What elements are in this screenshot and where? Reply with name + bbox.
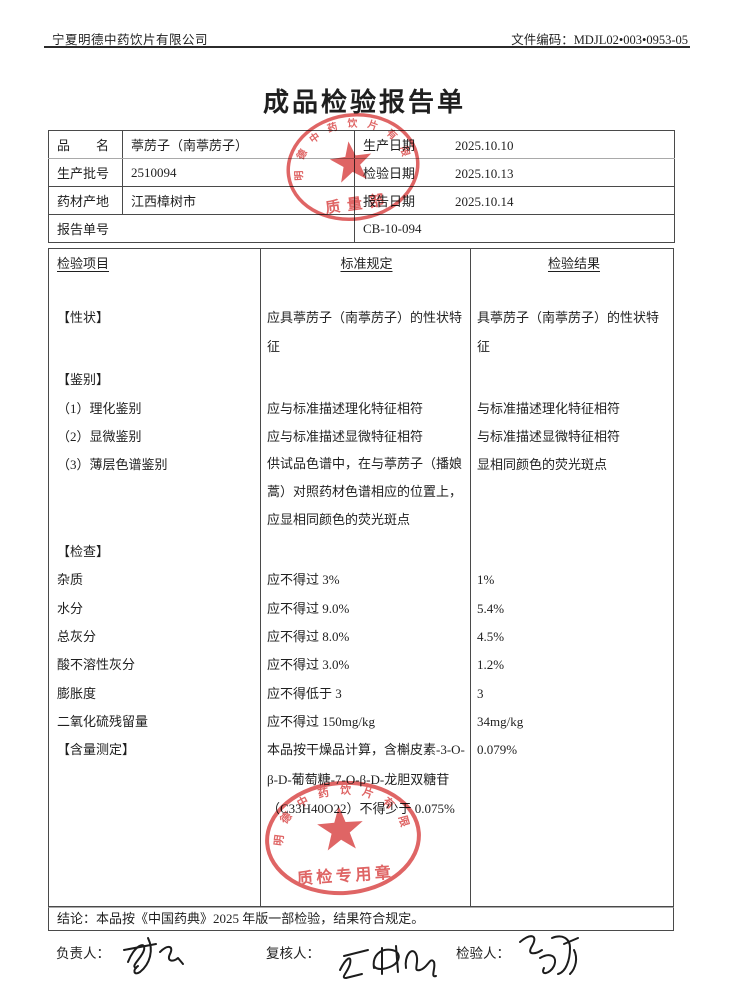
- batch-value: 2510094: [122, 158, 355, 187]
- inspection-date-label: 检验日期: [363, 166, 416, 181]
- table-row: 药材产地 江西樟树市 报告日期 2025.10.14: [48, 186, 675, 215]
- responsible-label: 负责人：: [56, 946, 110, 961]
- report-date-value: 2025.10.14: [455, 194, 514, 209]
- table-cell-item: （1）理化鉴别: [57, 401, 142, 416]
- table-cell-standard: 应不得过 8.0%: [267, 629, 350, 644]
- table-cell-item: 水分: [57, 601, 84, 616]
- origin-label: 药材产地: [48, 186, 123, 215]
- reviewer-label: 复核人：: [266, 946, 320, 961]
- table-cell-result: 5.4%: [477, 601, 505, 616]
- table-cell-standard: 本品按干燥品计算，含槲皮素-3-O-β-D-葡萄糖-7-O-β-D-龙胆双糖苷（…: [267, 742, 465, 816]
- table-cell-result: 与标准描述显微特征相符: [477, 429, 621, 444]
- inspector-signature: [519, 935, 579, 975]
- column-header-result: 检验结果: [547, 256, 600, 271]
- inspection-date-cell: 检验日期 2025.10.13: [354, 158, 675, 187]
- inspection-table: 检验项目 标准规定 检验结果 【性状】 应具葶苈子（南葶苈子）的性状特征 具葶苈…: [48, 248, 674, 907]
- origin-value: 江西樟树市: [122, 186, 355, 215]
- table-cell-result: 3: [477, 686, 484, 701]
- table-cell-result: 0.079%: [477, 742, 518, 757]
- table-cell-result: 显相同颜色的荧光斑点: [477, 457, 608, 472]
- batch-label: 生产批号: [48, 158, 123, 187]
- table-cell-standard: 应不得过 3%: [267, 572, 340, 587]
- column-divider: [470, 249, 471, 906]
- production-date-cell: 生产日期 2025.10.10: [354, 130, 675, 159]
- document-code: 文件编码：MDJL02•003•0953-05: [511, 33, 688, 47]
- responsible-signature: [123, 937, 184, 975]
- table-cell-standard: 应与标准描述显微特征相符: [267, 429, 424, 444]
- table-cell-item: 【检查】: [57, 544, 110, 559]
- conclusion-box: 结论：本品按《中国药典》2025 年版一部检验，结果符合规定。: [48, 907, 674, 931]
- table-row: 报告单号 CB-10-094: [48, 214, 675, 243]
- product-name-label: 品 名: [48, 130, 123, 159]
- table-cell-item: 酸不溶性灰分: [57, 657, 136, 672]
- info-table: 品 名 葶苈子（南葶苈子） 生产日期 2025.10.10 生产批号 251009…: [48, 130, 675, 243]
- header-divider: [44, 46, 690, 48]
- table-cell-standard: 应不得过 3.0%: [267, 657, 350, 672]
- table-cell-item: 总灰分: [57, 629, 97, 644]
- column-header-standard: 标准规定: [340, 256, 393, 271]
- table-cell-item: 【鉴别】: [57, 372, 110, 387]
- table-cell-standard: 应不得低于 3: [267, 686, 342, 701]
- report-date-cell: 报告日期 2025.10.14: [354, 186, 675, 215]
- table-row: 生产批号 2510094 检验日期 2025.10.13: [48, 158, 675, 187]
- table-cell-item: （2）显微鉴别: [57, 429, 142, 444]
- table-cell-standard: 应具葶苈子（南葶苈子）的性状特征: [267, 310, 463, 354]
- table-cell-item: 膨胀度: [57, 686, 97, 701]
- column-divider: [260, 249, 261, 906]
- table-cell-result: 具葶苈子（南葶苈子）的性状特征: [477, 310, 660, 354]
- table-cell-standard: 供试品色谱中，在与葶苈子（播娘蒿）对照药材色谱相应的位置上，应显相同颜色的荧光斑…: [267, 456, 463, 527]
- table-cell-standard: 应不得过 9.0%: [267, 601, 350, 616]
- table-cell-item: （3）薄层色谱鉴别: [57, 457, 168, 472]
- table-cell-result: 4.5%: [477, 629, 505, 644]
- table-cell-item: 【含量测定】: [57, 742, 136, 757]
- column-header-item: 检验项目: [57, 256, 110, 271]
- production-date-value: 2025.10.10: [455, 138, 514, 153]
- production-date-label: 生产日期: [363, 138, 416, 153]
- inspector-label: 检验人：: [456, 946, 510, 961]
- table-cell-result: 1%: [477, 572, 495, 587]
- report-no-label: 报告单号: [48, 214, 355, 243]
- conclusion-text: 结论：本品按《中国药典》2025 年版一部检验，结果符合规定。: [57, 911, 425, 926]
- table-cell-standard: 应与标准描述理化特征相符: [267, 401, 424, 416]
- company-name: 宁夏明德中药饮片有限公司: [52, 33, 209, 47]
- table-cell-standard: 应不得过 150mg/kg: [267, 714, 375, 729]
- table-cell-item: 二氧化硫残留量: [57, 714, 149, 729]
- table-cell-result: 34mg/kg: [477, 714, 524, 729]
- table-cell-item: 杂质: [57, 572, 84, 587]
- table-cell-result: 1.2%: [477, 657, 505, 672]
- table-cell-result: 与标准描述理化特征相符: [477, 401, 621, 416]
- table-row: 品 名 葶苈子（南葶苈子） 生产日期 2025.10.10: [48, 130, 675, 159]
- inspection-date-value: 2025.10.13: [455, 166, 514, 181]
- reviewer-signature: [339, 945, 437, 979]
- handwritten-signatures: [123, 935, 579, 979]
- page-title: 成品检验报告单: [262, 88, 466, 117]
- report-date-label: 报告日期: [363, 194, 416, 209]
- product-name-value: 葶苈子（南葶苈子）: [122, 130, 355, 159]
- table-cell-item: 【性状】: [57, 310, 110, 325]
- report-no-value: CB-10-094: [354, 214, 675, 243]
